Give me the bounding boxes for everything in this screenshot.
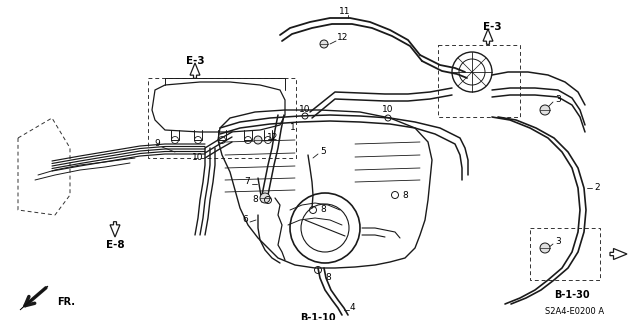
Text: S2A4-E0200 A: S2A4-E0200 A <box>545 308 605 316</box>
Circle shape <box>254 136 262 144</box>
Text: 8: 8 <box>325 274 331 283</box>
Text: 8: 8 <box>402 190 408 199</box>
Text: 5: 5 <box>320 148 326 156</box>
Circle shape <box>260 193 270 203</box>
Text: 6: 6 <box>243 215 248 225</box>
Bar <box>148 78 296 158</box>
Circle shape <box>540 105 550 115</box>
Circle shape <box>320 40 328 48</box>
Polygon shape <box>20 286 48 310</box>
Text: 7: 7 <box>244 178 250 187</box>
Text: B-1-30: B-1-30 <box>554 290 590 300</box>
Text: 10: 10 <box>382 105 394 114</box>
Text: 8: 8 <box>252 196 258 204</box>
Text: 10: 10 <box>300 105 311 114</box>
Text: 12: 12 <box>337 34 348 43</box>
Text: 1: 1 <box>290 124 296 132</box>
Text: E-3: E-3 <box>483 22 501 32</box>
Circle shape <box>540 243 550 253</box>
Bar <box>438 45 520 117</box>
Text: 10: 10 <box>192 153 204 162</box>
Text: E-3: E-3 <box>186 56 204 66</box>
Text: 9: 9 <box>154 140 160 148</box>
Text: 2: 2 <box>594 183 600 193</box>
Text: 12: 12 <box>267 133 278 142</box>
Text: 3: 3 <box>555 237 561 246</box>
Text: 8: 8 <box>320 205 326 214</box>
Text: 4: 4 <box>350 303 356 313</box>
Text: FR.: FR. <box>57 297 75 307</box>
Text: 11: 11 <box>339 7 351 17</box>
Bar <box>530 228 600 280</box>
Text: B-1-10: B-1-10 <box>300 313 336 320</box>
Text: 3: 3 <box>555 95 561 105</box>
Text: E-8: E-8 <box>106 240 124 250</box>
